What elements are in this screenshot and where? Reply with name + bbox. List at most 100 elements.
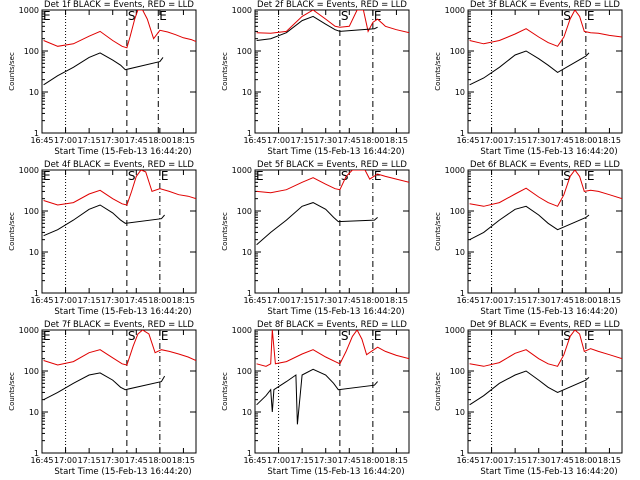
lld-series-line bbox=[43, 170, 196, 206]
x-axis-label: Start Time (15-Feb-13 16:44:20) bbox=[54, 307, 191, 317]
x-tick-label: 17:30 bbox=[527, 136, 550, 145]
x-tick-label: 17:30 bbox=[314, 136, 337, 145]
y-tick-label: 1000 bbox=[232, 166, 252, 175]
event-marker-label: S bbox=[563, 169, 571, 183]
events-series-line bbox=[469, 370, 590, 406]
events-series-line bbox=[43, 52, 164, 86]
plot-frame bbox=[41, 169, 197, 294]
chart-title: Det 2f BLACK = Events, RED = LLD bbox=[257, 0, 407, 10]
y-axis-label: Counts/sec bbox=[221, 212, 229, 251]
plot-frame bbox=[41, 329, 197, 454]
x-tick-label: 17:30 bbox=[527, 296, 550, 305]
x-tick-label: 17:45 bbox=[125, 136, 148, 145]
x-tick-label: 17:00 bbox=[267, 296, 290, 305]
y-axis-label: Counts/sec bbox=[8, 372, 16, 411]
y-tick-label: 1 bbox=[247, 129, 252, 138]
x-tick-label: 16:45 bbox=[456, 456, 479, 465]
lld-series-line bbox=[256, 170, 409, 194]
x-tick-label: 17:30 bbox=[314, 456, 337, 465]
chart-title: Det 1f BLACK = Events, RED = LLD bbox=[44, 0, 194, 10]
x-tick-label: 17:15 bbox=[78, 456, 101, 465]
x-tick-label: 17:00 bbox=[480, 136, 503, 145]
event-marker-label: E bbox=[587, 169, 595, 183]
x-tick-label: 17:45 bbox=[338, 136, 361, 145]
event-marker-label: E bbox=[43, 329, 51, 343]
events-series-line bbox=[469, 50, 590, 86]
x-tick-label: 16:45 bbox=[30, 456, 53, 465]
y-axis-label: Counts/sec bbox=[434, 52, 442, 91]
x-tick-label: 18:00 bbox=[148, 456, 171, 465]
event-marker-label: E bbox=[43, 9, 51, 23]
y-tick-label: 100 bbox=[24, 47, 39, 56]
y-tick-label: 1 bbox=[247, 289, 252, 298]
event-marker-label: S bbox=[341, 329, 349, 343]
plot-frame bbox=[41, 9, 197, 134]
y-axis-label: Counts/sec bbox=[434, 372, 442, 411]
chart-title: Det 9f BLACK = Events, RED = LLD bbox=[470, 320, 620, 330]
y-tick-label: 10 bbox=[455, 88, 465, 97]
y-tick-label: 100 bbox=[24, 367, 39, 376]
event-marker-label: E bbox=[374, 329, 382, 343]
event-marker-label: E bbox=[587, 9, 595, 23]
y-tick-label: 1 bbox=[460, 289, 465, 298]
y-tick-label: 1 bbox=[247, 449, 252, 458]
y-tick-label: 100 bbox=[450, 207, 465, 216]
x-tick-label: 18:15 bbox=[385, 296, 408, 305]
y-tick-label: 1 bbox=[34, 129, 39, 138]
x-tick-label: 17:15 bbox=[291, 136, 314, 145]
y-tick-label: 1 bbox=[460, 449, 465, 458]
lld-series-line bbox=[43, 10, 196, 49]
x-tick-label: 17:00 bbox=[54, 296, 77, 305]
x-tick-label: 18:00 bbox=[361, 296, 384, 305]
chart-title: Det 5f BLACK = Events, RED = LLD bbox=[257, 160, 407, 170]
x-tick-label: 17:45 bbox=[338, 456, 361, 465]
x-tick-label: 17:30 bbox=[527, 456, 550, 465]
x-tick-label: 18:15 bbox=[598, 296, 621, 305]
x-tick-label: 17:00 bbox=[267, 136, 290, 145]
x-tick-label: 17:15 bbox=[504, 456, 527, 465]
x-tick-label: 17:00 bbox=[54, 456, 77, 465]
y-tick-label: 1000 bbox=[445, 166, 465, 175]
plot-frame bbox=[467, 9, 623, 134]
x-tick-label: 16:45 bbox=[30, 296, 53, 305]
x-tick-label: 17:45 bbox=[551, 296, 574, 305]
events-series-line bbox=[256, 368, 378, 425]
x-tick-label: 17:15 bbox=[78, 136, 101, 145]
x-tick-label: 17:00 bbox=[480, 296, 503, 305]
events-series-line bbox=[43, 372, 166, 401]
lld-series-line bbox=[469, 10, 622, 47]
chart-panel: Det 1f BLACK = Events, RED = LLD 16:45 17:… bbox=[8, 0, 197, 157]
chart-panel: Det 9f BLACK = Events, RED = LLD 16:45 17:… bbox=[434, 320, 623, 477]
chart-title: Det 4f BLACK = Events, RED = LLD bbox=[44, 160, 194, 170]
x-tick-label: 17:30 bbox=[101, 296, 124, 305]
plot-frame bbox=[467, 329, 623, 454]
events-series-line bbox=[256, 202, 378, 246]
y-tick-label: 100 bbox=[237, 207, 252, 216]
lld-series-line bbox=[43, 330, 196, 366]
event-marker-label: E bbox=[161, 169, 169, 183]
y-tick-label: 1 bbox=[34, 289, 39, 298]
lld-series-line bbox=[469, 170, 622, 207]
y-tick-label: 100 bbox=[450, 47, 465, 56]
x-axis-label: Start Time (15-Feb-13 16:44:20) bbox=[54, 147, 191, 157]
y-tick-label: 100 bbox=[237, 47, 252, 56]
y-tick-label: 10 bbox=[455, 408, 465, 417]
y-axis-label: Counts/sec bbox=[8, 212, 16, 251]
x-tick-label: 16:45 bbox=[30, 136, 53, 145]
event-marker-label: E bbox=[161, 329, 169, 343]
y-tick-label: 100 bbox=[24, 207, 39, 216]
x-tick-label: 16:45 bbox=[456, 136, 479, 145]
x-tick-label: 16:45 bbox=[243, 136, 266, 145]
y-tick-label: 10 bbox=[29, 88, 39, 97]
event-marker-label: S bbox=[563, 329, 571, 343]
events-series-line bbox=[43, 204, 165, 237]
plot-frame bbox=[467, 169, 623, 294]
y-tick-label: 100 bbox=[237, 367, 252, 376]
y-tick-label: 10 bbox=[242, 88, 252, 97]
events-series-line bbox=[256, 15, 378, 41]
